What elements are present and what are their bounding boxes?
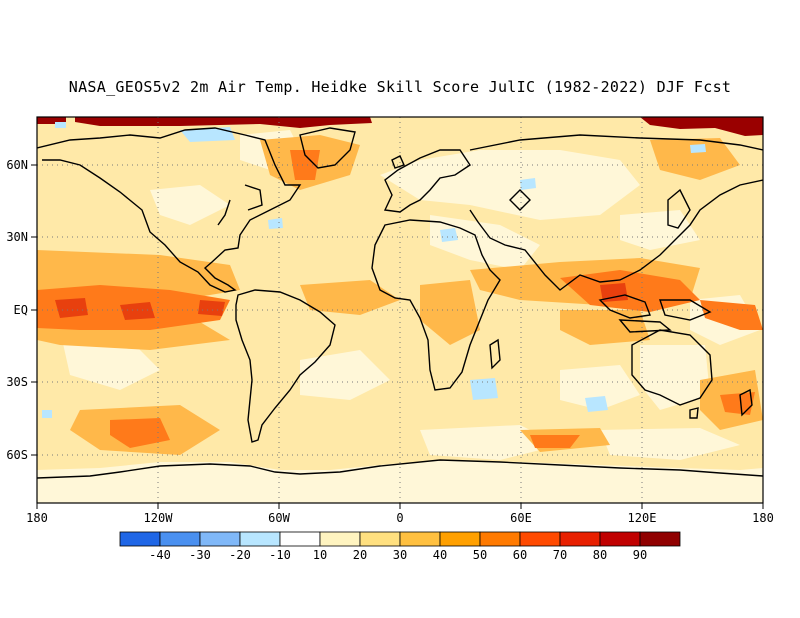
very-high-skill-spots [55,283,628,320]
colorbar-label: 50 [473,548,487,562]
lat-lon-gridlines [37,117,763,503]
arctic-high-skill-region [37,117,763,136]
longitude-axis: 180 120W 60W 0 60E 120E 180 [26,503,774,525]
colorbar-swatch [239,531,281,547]
lat-label-30n: 30N [6,230,28,244]
colorbar-swatch [599,531,641,547]
lat-label-30s: 30S [6,375,28,389]
colorbar-label: 60 [513,548,527,562]
lon-label-180w: 180 [26,511,48,525]
colorbar-label: -40 [149,548,171,562]
colorbar-labels: -40 -30 -20 -10 10 20 30 40 50 60 70 80 90 [149,548,647,562]
colorbar-label: -10 [269,548,291,562]
colorbar-swatch [199,531,241,547]
colorbar-swatch [119,531,161,547]
colorbar-label: 90 [633,548,647,562]
lat-label-eq: EQ [14,303,28,317]
lon-label-0: 0 [396,511,403,525]
colorbar-label: 20 [353,548,367,562]
colorbar-swatch [559,531,601,547]
high-skill-regions [37,150,763,448]
lat-label-60s: 60S [6,448,28,462]
colorbar-swatch [399,531,441,547]
colorbar-swatch [159,531,201,547]
lon-label-60e: 60E [510,511,532,525]
colorbar-swatch [479,531,521,547]
colorbar-label: 40 [433,548,447,562]
low-skill-regions [37,130,763,503]
latitude-axis: 60N 30N EQ 30S 60S [6,158,37,462]
colorbar-label: 10 [313,548,327,562]
lon-label-60w: 60W [268,511,290,525]
coastlines [37,127,763,479]
colorbar-label: -30 [189,548,211,562]
skill-field [37,117,763,503]
colorbar-label: 70 [553,548,567,562]
lon-label-120e: 120E [628,511,657,525]
colorbar-swatches [119,531,681,547]
lon-label-120w: 120W [144,511,174,525]
colorbar-swatch [319,531,361,547]
negative-skill-spots [42,122,706,418]
colorbar-swatch [359,531,401,547]
colorbar-label: 80 [593,548,607,562]
colorbar: -40 -30 -20 -10 10 20 30 40 50 60 70 80 90 [119,531,681,562]
colorbar-label: 30 [393,548,407,562]
colorbar-swatch [439,531,481,547]
colorbar-swatch [639,531,681,547]
colorbar-swatch [279,531,321,547]
lat-label-60n: 60N [6,158,28,172]
lon-label-180e: 180 [752,511,774,525]
colorbar-swatch [519,531,561,547]
map-title: NASA_GEOS5v2 2m Air Temp. Heidke Skill S… [68,78,732,96]
colorbar-label: -20 [229,548,251,562]
